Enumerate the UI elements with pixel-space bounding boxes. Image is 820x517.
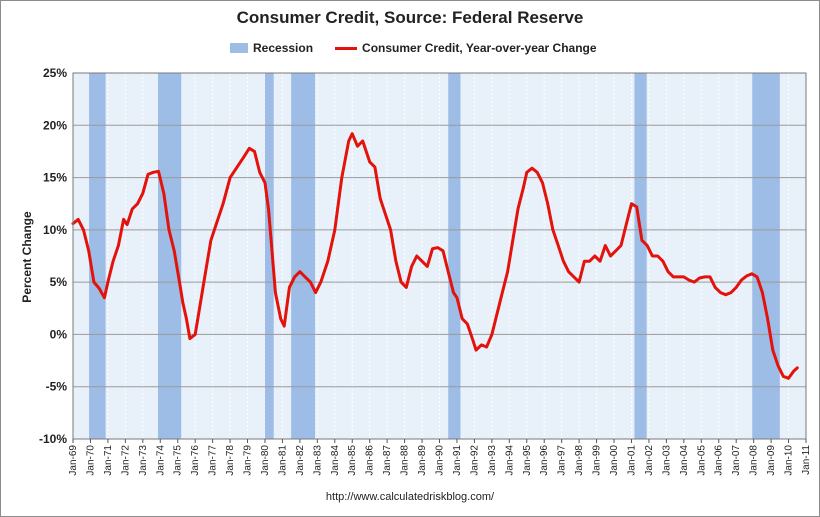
recession-band bbox=[448, 73, 461, 439]
legend-recession-label: Recession bbox=[253, 41, 314, 55]
x-tick-label: Jan-02 bbox=[644, 445, 655, 476]
x-tick-label: Jan-73 bbox=[138, 445, 149, 476]
x-tick-label: Jan-82 bbox=[295, 445, 306, 476]
y-tick-label: 0% bbox=[50, 327, 68, 341]
x-tick-label: Jan-78 bbox=[225, 445, 236, 476]
x-tick-label: Jan-98 bbox=[574, 445, 585, 476]
legend: Recession Consumer Credit, Year-over-yea… bbox=[230, 40, 597, 56]
x-tick-label: Jan-77 bbox=[208, 445, 219, 476]
x-tick-label: Jan-86 bbox=[365, 445, 376, 476]
x-tick-label: Jan-07 bbox=[731, 445, 742, 476]
x-tick-label: Jan-05 bbox=[696, 445, 707, 476]
y-tick-label: 20% bbox=[43, 118, 67, 132]
y-tick-label: 25% bbox=[43, 66, 67, 80]
source-url: http://www.calculatedriskblog.com/ bbox=[325, 491, 495, 503]
legend-line-label: Consumer Credit, Year-over-year Change bbox=[362, 41, 597, 55]
y-tick-label: 15% bbox=[43, 171, 67, 185]
x-tick-label: Jan-89 bbox=[417, 445, 428, 476]
x-tick-label: Jan-08 bbox=[749, 445, 760, 476]
x-tick-label: Jan-03 bbox=[661, 445, 672, 476]
legend-recession-swatch bbox=[230, 43, 248, 53]
x-tick-label: Jan-95 bbox=[522, 445, 533, 476]
x-tick-label: Jan-74 bbox=[155, 445, 166, 476]
x-tick-label: Jan-91 bbox=[452, 445, 463, 476]
x-tick-label: Jan-70 bbox=[85, 445, 96, 476]
x-tick-label: Jan-09 bbox=[766, 445, 777, 476]
x-tick-label: Jan-85 bbox=[347, 445, 358, 476]
legend-line-swatch bbox=[335, 46, 358, 50]
x-tick-label: Jan-80 bbox=[260, 445, 271, 476]
recession-band bbox=[264, 73, 274, 439]
x-tick-label: Jan-92 bbox=[469, 445, 480, 476]
x-tick-label: Jan-76 bbox=[190, 445, 201, 476]
x-tick-label: Jan-01 bbox=[626, 445, 637, 476]
x-tick-label: Jan-90 bbox=[435, 445, 446, 476]
x-tick-label: Jan-79 bbox=[243, 445, 254, 476]
recession-band bbox=[634, 73, 647, 439]
x-tick-label: Jan-94 bbox=[504, 445, 515, 476]
x-tick-label: Jan-99 bbox=[592, 445, 603, 476]
x-tick-label: Jan-81 bbox=[277, 445, 288, 476]
recession-band bbox=[89, 73, 106, 439]
x-tick-label: Jan-83 bbox=[312, 445, 323, 476]
recession-band bbox=[157, 73, 182, 439]
x-tick-label: Jan-93 bbox=[487, 445, 498, 476]
x-tick-label: Jan-04 bbox=[679, 445, 690, 476]
x-tick-label: Jan-88 bbox=[400, 445, 411, 476]
x-tick-label: Jan-00 bbox=[609, 445, 620, 476]
plot-area bbox=[73, 73, 806, 439]
x-tick-label: Jan-72 bbox=[120, 445, 131, 476]
x-tick-label: Jan-97 bbox=[557, 445, 568, 476]
x-tick-label: Jan-84 bbox=[330, 445, 341, 476]
x-tick-label: Jan-11 bbox=[801, 445, 812, 475]
x-tick-label: Jan-69 bbox=[68, 445, 79, 476]
x-tick-label: Jan-10 bbox=[784, 445, 795, 476]
chart-title: Consumer Credit, Source: Federal Reserve bbox=[236, 8, 584, 27]
y-tick-label: -10% bbox=[39, 432, 67, 446]
x-tick-label: Jan-06 bbox=[714, 445, 725, 476]
x-tick-label: Jan-87 bbox=[382, 445, 393, 476]
series-line bbox=[71, 132, 799, 380]
y-tick-label: 5% bbox=[50, 275, 68, 289]
y-tick-label: -5% bbox=[46, 380, 68, 394]
x-tick-label: Jan-96 bbox=[539, 445, 550, 476]
y-tick-label: 10% bbox=[43, 223, 67, 237]
recession-band bbox=[752, 73, 780, 439]
x-tick-label: Jan-71 bbox=[103, 445, 114, 476]
x-tick-label: Jan-75 bbox=[173, 445, 184, 476]
recession-band bbox=[291, 73, 316, 439]
